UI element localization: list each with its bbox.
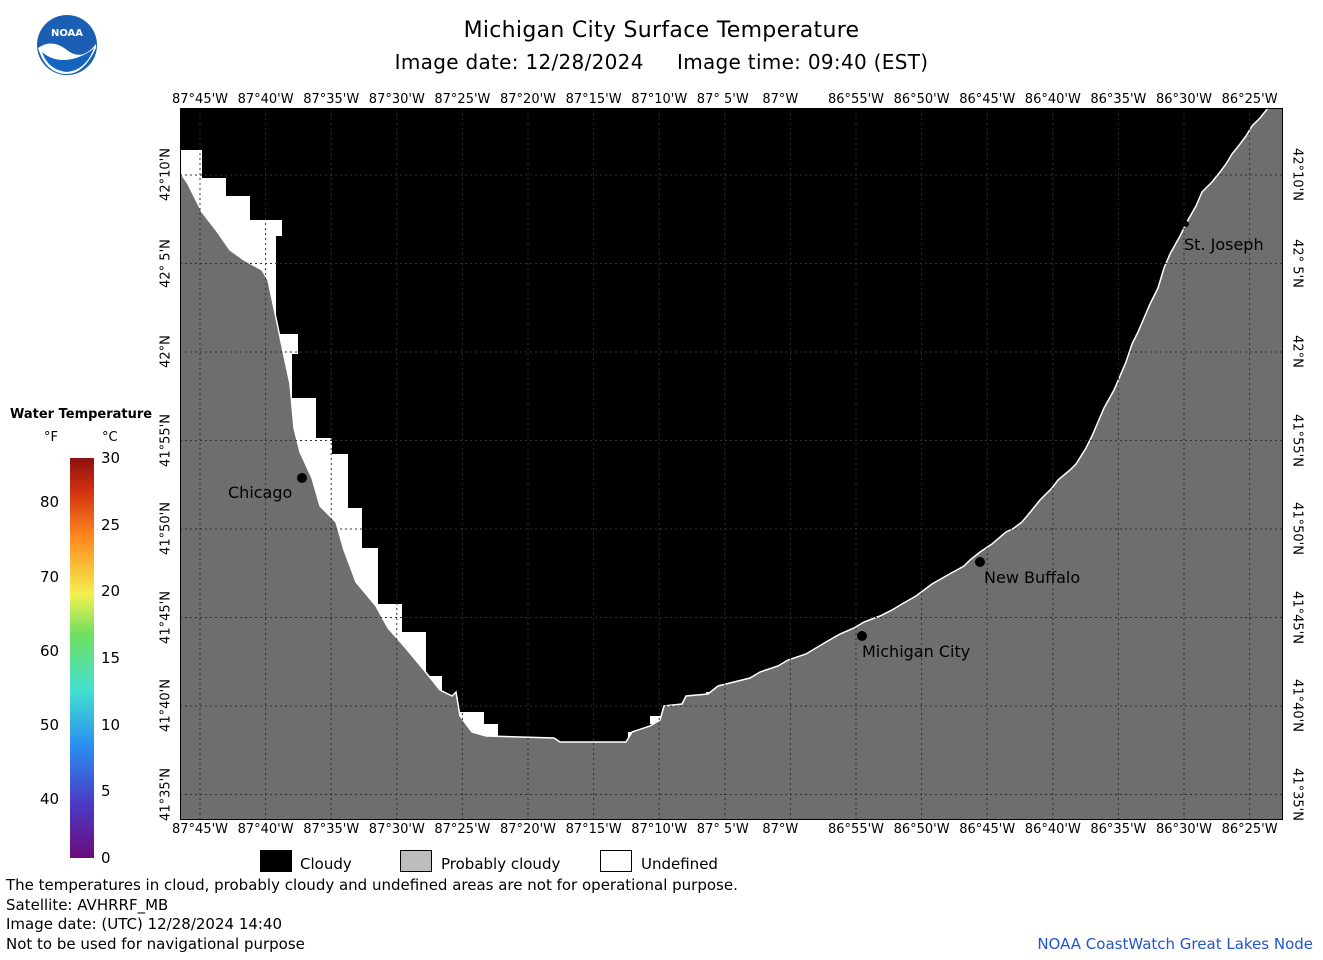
longitude-label-bottom: 87°W bbox=[762, 822, 799, 837]
land-area bbox=[180, 108, 1283, 820]
graticule-grid bbox=[180, 108, 1283, 820]
longitude-label-top: 86°25'W bbox=[1221, 92, 1278, 107]
longitude-label-bottom: 86°25'W bbox=[1221, 822, 1278, 837]
probably-cloudy-swatch bbox=[400, 850, 432, 872]
longitude-label-bottom: 87°35'W bbox=[303, 822, 360, 837]
longitude-label-bottom: 87°25'W bbox=[434, 822, 491, 837]
latitude-label-left: 41°40'N bbox=[158, 679, 174, 732]
colorbar-celsius-label: 30 bbox=[101, 449, 121, 467]
longitude-label-bottom: 86°30'W bbox=[1156, 822, 1213, 837]
colorbar-celsius-label: 5 bbox=[101, 782, 111, 801]
latitude-label-left: 41°35'N bbox=[158, 767, 174, 821]
cloudy-swatch bbox=[260, 850, 292, 872]
image-date-time: Image date: 12/28/2024 Image time: 09:40… bbox=[394, 50, 929, 74]
latitude-label-right: 41°50'N bbox=[1289, 502, 1305, 555]
longitude-label-bottom: 86°35'W bbox=[1090, 822, 1147, 837]
longitude-label-bottom: 87° 5'W bbox=[696, 822, 749, 837]
new-buffalo-marker bbox=[975, 557, 985, 567]
cloudy-key-label: Cloudy bbox=[300, 855, 352, 873]
svg-text:NOAA: NOAA bbox=[51, 28, 83, 39]
latitude-label-right: 42° 5'N bbox=[1289, 238, 1305, 288]
longitude-label-bottom: 86°50'W bbox=[893, 822, 950, 837]
latitude-label-left: 41°55'N bbox=[158, 413, 174, 467]
probably-cloudy-key-label: Probably cloudy bbox=[441, 855, 561, 873]
latitude-label-right: 41°40'N bbox=[1289, 679, 1305, 732]
utc-date-text: Image date: (UTC) 12/28/2024 14:40 bbox=[6, 915, 283, 933]
undefined-patch bbox=[650, 716, 666, 724]
colorbar-fahrenheit-label: 60 bbox=[40, 641, 60, 660]
colorbar-fahrenheit-label: 50 bbox=[40, 715, 60, 734]
longitude-label-bottom: 86°55'W bbox=[828, 822, 885, 837]
undefined-key-label: Undefined bbox=[641, 855, 718, 873]
colorbar-celsius-label: 10 bbox=[101, 715, 121, 734]
latitude-label-left: 41°45'N bbox=[158, 590, 174, 644]
longitude-label-bottom: 87°10'W bbox=[631, 822, 688, 837]
latitude-label-right: 42°N bbox=[1289, 335, 1305, 368]
credit-link[interactable]: NOAA CoastWatch Great Lakes Node bbox=[1037, 935, 1313, 953]
longitude-label-top: 87° 5'W bbox=[696, 92, 749, 107]
latitude-label-right: 42°10'N bbox=[1289, 148, 1305, 201]
longitude-label-top: 87°25'W bbox=[434, 92, 491, 107]
disclaimer-text: The temperatures in cloud, probably clou… bbox=[6, 876, 738, 894]
longitude-label-top: 86°40'W bbox=[1024, 92, 1081, 107]
page-title: Michigan City Surface Temperature bbox=[463, 18, 860, 43]
colorbar-celsius-label: 15 bbox=[101, 649, 121, 667]
colorbar-fahrenheit-label: 70 bbox=[40, 567, 60, 586]
longitude-label-top: 86°45'W bbox=[959, 92, 1016, 107]
michigan-city-marker bbox=[857, 631, 867, 641]
latitude-label-right: 41°45'N bbox=[1289, 590, 1305, 644]
colorbar-celsius-label: 20 bbox=[101, 582, 121, 601]
longitude-label-top: 87°W bbox=[762, 92, 799, 107]
longitude-label-top: 87°20'W bbox=[500, 92, 557, 107]
chicago-marker bbox=[297, 473, 307, 483]
longitude-label-top: 86°30'W bbox=[1156, 92, 1213, 107]
satellite-text: Satellite: AVHRRF_MB bbox=[6, 896, 169, 914]
noaa-logo-graphic: NOAA bbox=[37, 15, 97, 75]
longitude-label-bottom: 87°30'W bbox=[368, 822, 425, 837]
latitude-label-left: 42° 5'N bbox=[158, 238, 174, 288]
latitude-label-left: 42°N bbox=[158, 335, 174, 368]
longitude-label-top: 87°40'W bbox=[237, 92, 294, 107]
longitude-label-bottom: 87°40'W bbox=[237, 822, 294, 837]
latitude-label-left: 41°50'N bbox=[158, 502, 174, 555]
longitude-label-top: 86°55'W bbox=[828, 92, 885, 107]
latitude-label-right: 41°55'N bbox=[1289, 413, 1305, 467]
michigan-city-label: Michigan City bbox=[862, 642, 970, 661]
st-joseph-label: St. Joseph bbox=[1184, 235, 1264, 254]
map-panel: Chicago New Buffalo Michigan City St. Jo… bbox=[180, 108, 1283, 820]
new-buffalo-label: New Buffalo bbox=[984, 568, 1080, 587]
longitude-label-bottom: 87°45'W bbox=[172, 822, 229, 837]
legend-title: Water Temperature bbox=[10, 407, 153, 422]
longitude-label-bottom: 86°40'W bbox=[1024, 822, 1081, 837]
longitude-label-top: 87°30'W bbox=[368, 92, 425, 107]
legend-unit-celsius: °C bbox=[102, 430, 118, 445]
longitude-label-top: 86°50'W bbox=[893, 92, 950, 107]
colorbar-fahrenheit-label: 80 bbox=[40, 493, 60, 512]
temperature-colorbar bbox=[70, 458, 94, 858]
undefined-swatch bbox=[600, 850, 632, 872]
map-frame bbox=[180, 108, 1283, 820]
latitude-label-right: 41°35'N bbox=[1289, 767, 1305, 821]
legend-unit-fahrenheit: °F bbox=[44, 430, 58, 445]
longitude-label-bottom: 87°15'W bbox=[565, 822, 622, 837]
st-joseph-marker bbox=[1183, 221, 1189, 227]
noaa-logo: NOAA bbox=[36, 14, 98, 76]
colorbar-fahrenheit-label: 40 bbox=[40, 789, 60, 808]
chicago-label: Chicago bbox=[228, 483, 292, 502]
longitude-label-bottom: 87°20'W bbox=[500, 822, 557, 837]
navigation-warning: Not to be used for navigational purpose bbox=[6, 935, 305, 953]
longitude-label-top: 87°10'W bbox=[631, 92, 688, 107]
longitude-label-top: 87°45'W bbox=[172, 92, 229, 107]
longitude-label-top: 87°35'W bbox=[303, 92, 360, 107]
colorbar-celsius-label: 0 bbox=[101, 849, 111, 867]
colorbar-celsius-label: 25 bbox=[101, 515, 121, 534]
longitude-label-top: 86°35'W bbox=[1090, 92, 1147, 107]
longitude-label-bottom: 86°45'W bbox=[959, 822, 1016, 837]
latitude-label-left: 42°10'N bbox=[158, 148, 174, 201]
longitude-label-top: 87°15'W bbox=[565, 92, 622, 107]
